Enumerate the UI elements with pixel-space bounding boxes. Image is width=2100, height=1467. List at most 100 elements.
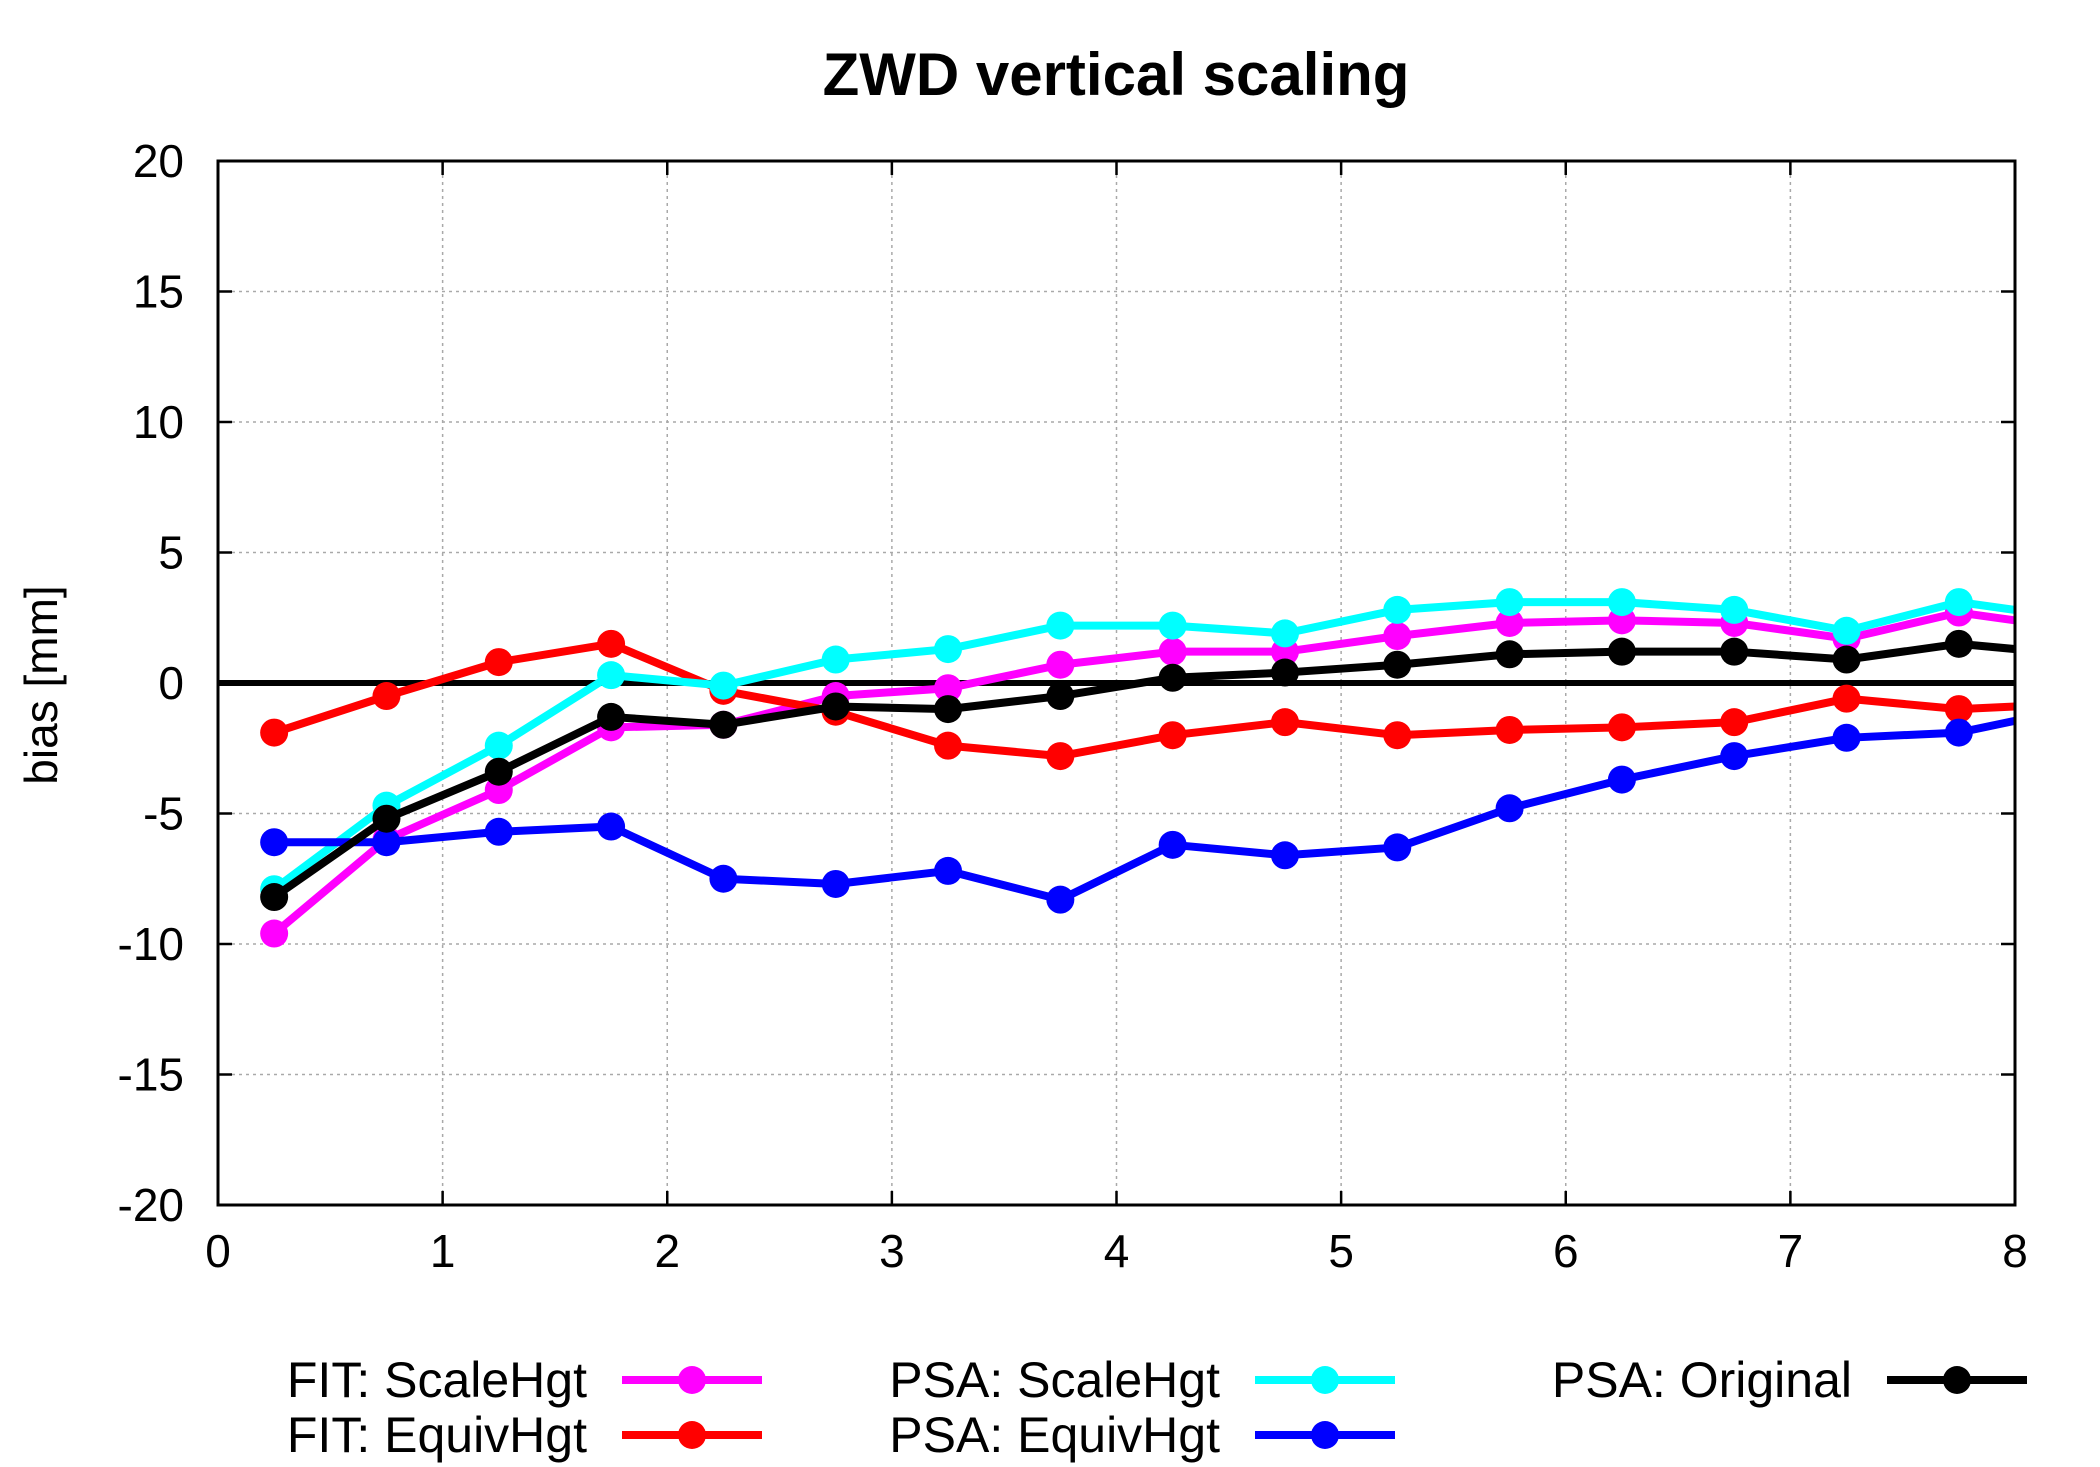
data-point bbox=[1046, 742, 1075, 771]
data-point bbox=[597, 702, 626, 731]
legend-label: FIT: EquivHgt bbox=[287, 1407, 587, 1463]
data-point bbox=[260, 919, 289, 948]
data-point bbox=[934, 635, 963, 664]
series bbox=[260, 598, 2085, 948]
data-point bbox=[1046, 885, 1075, 914]
legend-label: PSA: Original bbox=[1552, 1352, 1852, 1408]
data-point bbox=[1046, 650, 1075, 679]
data-point bbox=[597, 661, 626, 690]
data-point bbox=[1720, 708, 1749, 737]
x-tick-label: 2 bbox=[654, 1225, 680, 1277]
data-point bbox=[597, 629, 626, 658]
x-tick-label: 7 bbox=[1778, 1225, 1804, 1277]
legend-swatch-marker bbox=[678, 1366, 706, 1394]
y-axis-label: bias [mm] bbox=[15, 585, 67, 784]
legend-label: PSA: EquivHgt bbox=[889, 1407, 1220, 1463]
legend-item: PSA: EquivHgt bbox=[889, 1407, 1395, 1463]
data-point bbox=[484, 648, 513, 677]
data-point bbox=[2057, 640, 2085, 668]
y-tick-label: 20 bbox=[133, 135, 184, 187]
data-point bbox=[1158, 611, 1187, 640]
series bbox=[260, 629, 2085, 771]
data-point bbox=[1495, 588, 1524, 617]
y-tick-label: 5 bbox=[158, 527, 184, 579]
data-point bbox=[1607, 637, 1636, 666]
legend-item: PSA: Original bbox=[1552, 1352, 2027, 1408]
data-point bbox=[1944, 718, 1973, 747]
y-tick-label: 10 bbox=[133, 396, 184, 448]
data-point bbox=[484, 731, 513, 760]
data-point bbox=[372, 828, 401, 857]
data-point bbox=[1720, 637, 1749, 666]
data-point bbox=[1832, 723, 1861, 752]
x-tick-label: 6 bbox=[1553, 1225, 1579, 1277]
data-point bbox=[484, 757, 513, 786]
data-point bbox=[934, 695, 963, 724]
data-point bbox=[1495, 794, 1524, 823]
data-point bbox=[1158, 637, 1187, 666]
series bbox=[260, 695, 2085, 914]
data-point bbox=[709, 710, 738, 739]
data-point bbox=[709, 671, 738, 700]
data-point bbox=[2057, 695, 2085, 723]
data-point bbox=[821, 692, 850, 721]
y-tick-label: 0 bbox=[158, 657, 184, 709]
data-point bbox=[1944, 629, 1973, 658]
legend-item: FIT: EquivHgt bbox=[287, 1407, 762, 1463]
data-point bbox=[2057, 614, 2085, 642]
data-point bbox=[709, 864, 738, 893]
legend-item: FIT: ScaleHgt bbox=[287, 1352, 762, 1408]
legend-label: PSA: ScaleHgt bbox=[889, 1352, 1220, 1408]
data-point bbox=[1607, 765, 1636, 794]
data-point bbox=[2057, 604, 2085, 632]
data-point bbox=[2057, 690, 2085, 718]
data-point bbox=[821, 645, 850, 674]
data-point bbox=[597, 812, 626, 841]
data-point bbox=[260, 828, 289, 857]
data-point bbox=[1158, 663, 1187, 692]
legend-label: FIT: ScaleHgt bbox=[287, 1352, 587, 1408]
data-point bbox=[1383, 595, 1412, 624]
data-point bbox=[1832, 616, 1861, 645]
data-point bbox=[1383, 650, 1412, 679]
data-point bbox=[821, 869, 850, 898]
plot-frame bbox=[216, 159, 2017, 1207]
data-point bbox=[1495, 715, 1524, 744]
data-point bbox=[934, 856, 963, 885]
data-point bbox=[1270, 708, 1299, 737]
data-point bbox=[1944, 695, 1973, 724]
y-tick-label: -15 bbox=[118, 1049, 184, 1101]
chart-title: ZWD vertical scaling bbox=[823, 41, 1410, 108]
data-point bbox=[1158, 830, 1187, 859]
x-tick-label: 4 bbox=[1104, 1225, 1130, 1277]
data-point bbox=[1832, 684, 1861, 713]
legend-swatch-marker bbox=[678, 1421, 706, 1449]
y-tick-label: -5 bbox=[143, 788, 184, 840]
data-point bbox=[1383, 721, 1412, 750]
y-tick-label: 15 bbox=[133, 266, 184, 318]
legend-item: PSA: ScaleHgt bbox=[889, 1352, 1395, 1408]
series bbox=[260, 588, 2085, 904]
data-point bbox=[1495, 640, 1524, 669]
data-point bbox=[1607, 713, 1636, 742]
legend-swatch-marker bbox=[1311, 1366, 1339, 1394]
legend-swatch-marker bbox=[1311, 1421, 1339, 1449]
data-point bbox=[260, 718, 289, 747]
data-point bbox=[484, 817, 513, 846]
data-point bbox=[1046, 682, 1075, 711]
data-point bbox=[1270, 841, 1299, 870]
data-point bbox=[934, 674, 963, 703]
data-point bbox=[1158, 721, 1187, 750]
x-tick-label: 1 bbox=[430, 1225, 456, 1277]
data-point bbox=[1944, 588, 1973, 617]
legend-swatch-marker bbox=[1943, 1366, 1971, 1394]
x-tick-label: 5 bbox=[1328, 1225, 1354, 1277]
data-point bbox=[1046, 611, 1075, 640]
x-tick-label: 3 bbox=[879, 1225, 905, 1277]
data-point bbox=[1383, 833, 1412, 862]
x-tick-label: 8 bbox=[2002, 1225, 2028, 1277]
data-point bbox=[1270, 658, 1299, 687]
x-tick-label: 0 bbox=[205, 1225, 231, 1277]
